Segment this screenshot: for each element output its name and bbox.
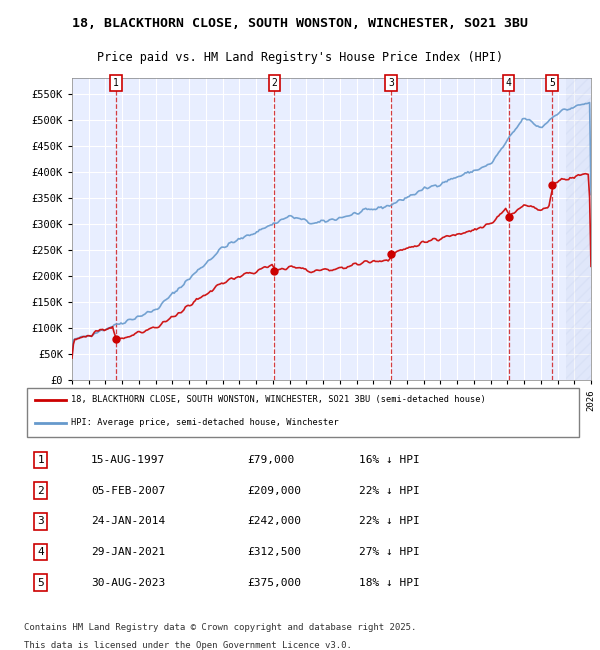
Text: 2: 2 (271, 78, 277, 88)
Text: £79,000: £79,000 (247, 455, 295, 465)
Text: 27% ↓ HPI: 27% ↓ HPI (359, 547, 419, 557)
Text: 15-AUG-1997: 15-AUG-1997 (91, 455, 165, 465)
Text: 1: 1 (37, 455, 44, 465)
Bar (566, 78, 600, 380)
Text: 1: 1 (113, 78, 119, 88)
Text: This data is licensed under the Open Government Licence v3.0.: This data is licensed under the Open Gov… (24, 641, 352, 650)
Text: 4: 4 (37, 547, 44, 557)
Text: 29-JAN-2021: 29-JAN-2021 (91, 547, 165, 557)
Text: 18, BLACKTHORN CLOSE, SOUTH WONSTON, WINCHESTER, SO21 3BU (semi-detached house): 18, BLACKTHORN CLOSE, SOUTH WONSTON, WIN… (71, 395, 486, 404)
Text: 4: 4 (506, 78, 512, 88)
Text: 3: 3 (388, 78, 394, 88)
Text: 5: 5 (549, 78, 555, 88)
Text: £375,000: £375,000 (247, 578, 301, 588)
Text: £312,500: £312,500 (247, 547, 301, 557)
FancyBboxPatch shape (27, 387, 579, 437)
Text: £242,000: £242,000 (247, 516, 301, 526)
Text: 16% ↓ HPI: 16% ↓ HPI (359, 455, 419, 465)
Text: 2: 2 (37, 486, 44, 496)
Text: HPI: Average price, semi-detached house, Winchester: HPI: Average price, semi-detached house,… (71, 418, 339, 427)
Text: 05-FEB-2007: 05-FEB-2007 (91, 486, 165, 496)
Text: 22% ↓ HPI: 22% ↓ HPI (359, 516, 419, 526)
Text: Contains HM Land Registry data © Crown copyright and database right 2025.: Contains HM Land Registry data © Crown c… (24, 623, 416, 632)
Text: 24-JAN-2014: 24-JAN-2014 (91, 516, 165, 526)
Text: 18% ↓ HPI: 18% ↓ HPI (359, 578, 419, 588)
Text: 3: 3 (37, 516, 44, 526)
Text: £209,000: £209,000 (247, 486, 301, 496)
Text: 30-AUG-2023: 30-AUG-2023 (91, 578, 165, 588)
Text: Price paid vs. HM Land Registry's House Price Index (HPI): Price paid vs. HM Land Registry's House … (97, 51, 503, 64)
Text: 22% ↓ HPI: 22% ↓ HPI (359, 486, 419, 496)
Text: 5: 5 (37, 578, 44, 588)
Text: 18, BLACKTHORN CLOSE, SOUTH WONSTON, WINCHESTER, SO21 3BU: 18, BLACKTHORN CLOSE, SOUTH WONSTON, WIN… (72, 17, 528, 30)
